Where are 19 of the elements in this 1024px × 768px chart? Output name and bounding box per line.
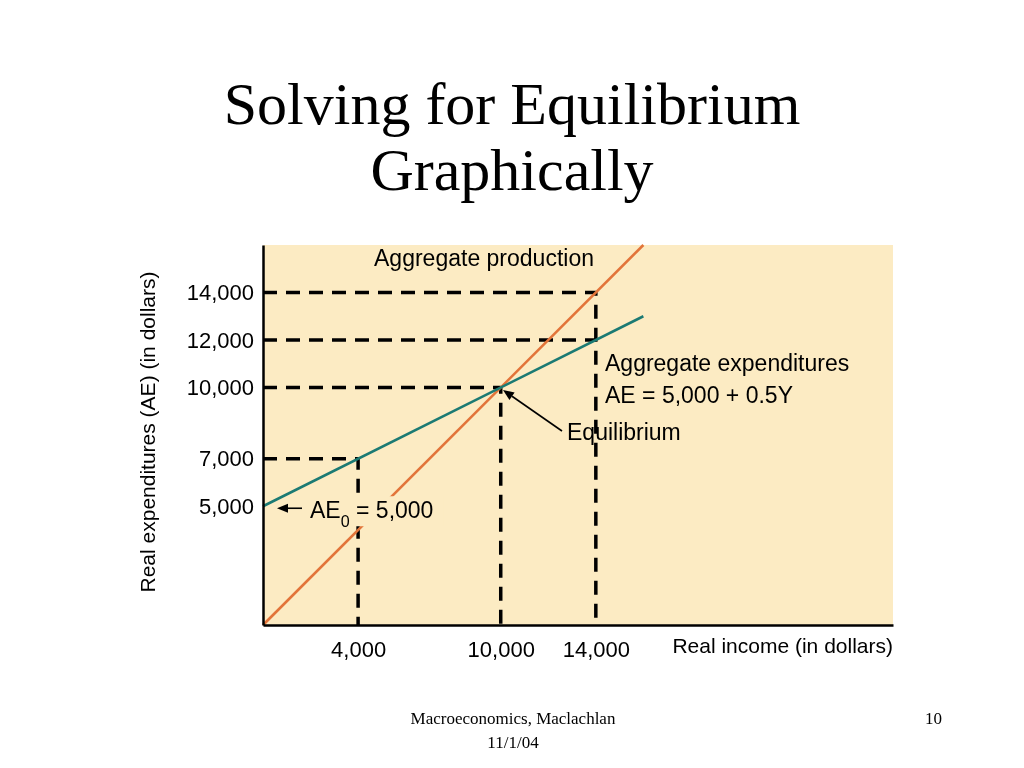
x-tick-label: 10,000 bbox=[467, 636, 535, 662]
text: 11/1/04 bbox=[487, 733, 540, 752]
y-tick-label: 7,000 bbox=[198, 446, 254, 472]
y-tick-label: 14,000 bbox=[186, 280, 254, 306]
annotation: AE$_{0}$ = 5,000 bbox=[310, 497, 434, 531]
text: 10 bbox=[925, 709, 942, 728]
y-tick-label: 12,000 bbox=[186, 327, 254, 353]
x-tick-label: 14,000 bbox=[562, 636, 630, 662]
annotation: Equilibrium bbox=[567, 419, 681, 445]
annotation: AE = 5,000 + 0.5Y bbox=[605, 382, 793, 408]
y-tick-label: 5,000 bbox=[198, 493, 254, 519]
text: Macroeconomics, Maclachlan bbox=[410, 709, 616, 728]
series-label: Aggregate production bbox=[374, 245, 594, 271]
series-label: Aggregate expenditures bbox=[605, 350, 850, 376]
x-tick-label: 4,000 bbox=[331, 636, 387, 662]
y-axis-title: Real expenditures (AE) (in dollars) bbox=[136, 271, 159, 593]
y-tick-label: 10,000 bbox=[186, 375, 254, 401]
x-axis-title: Real income (in dollars) bbox=[672, 634, 893, 657]
chart-title: Solving for Equilibrium Graphically bbox=[223, 71, 801, 203]
